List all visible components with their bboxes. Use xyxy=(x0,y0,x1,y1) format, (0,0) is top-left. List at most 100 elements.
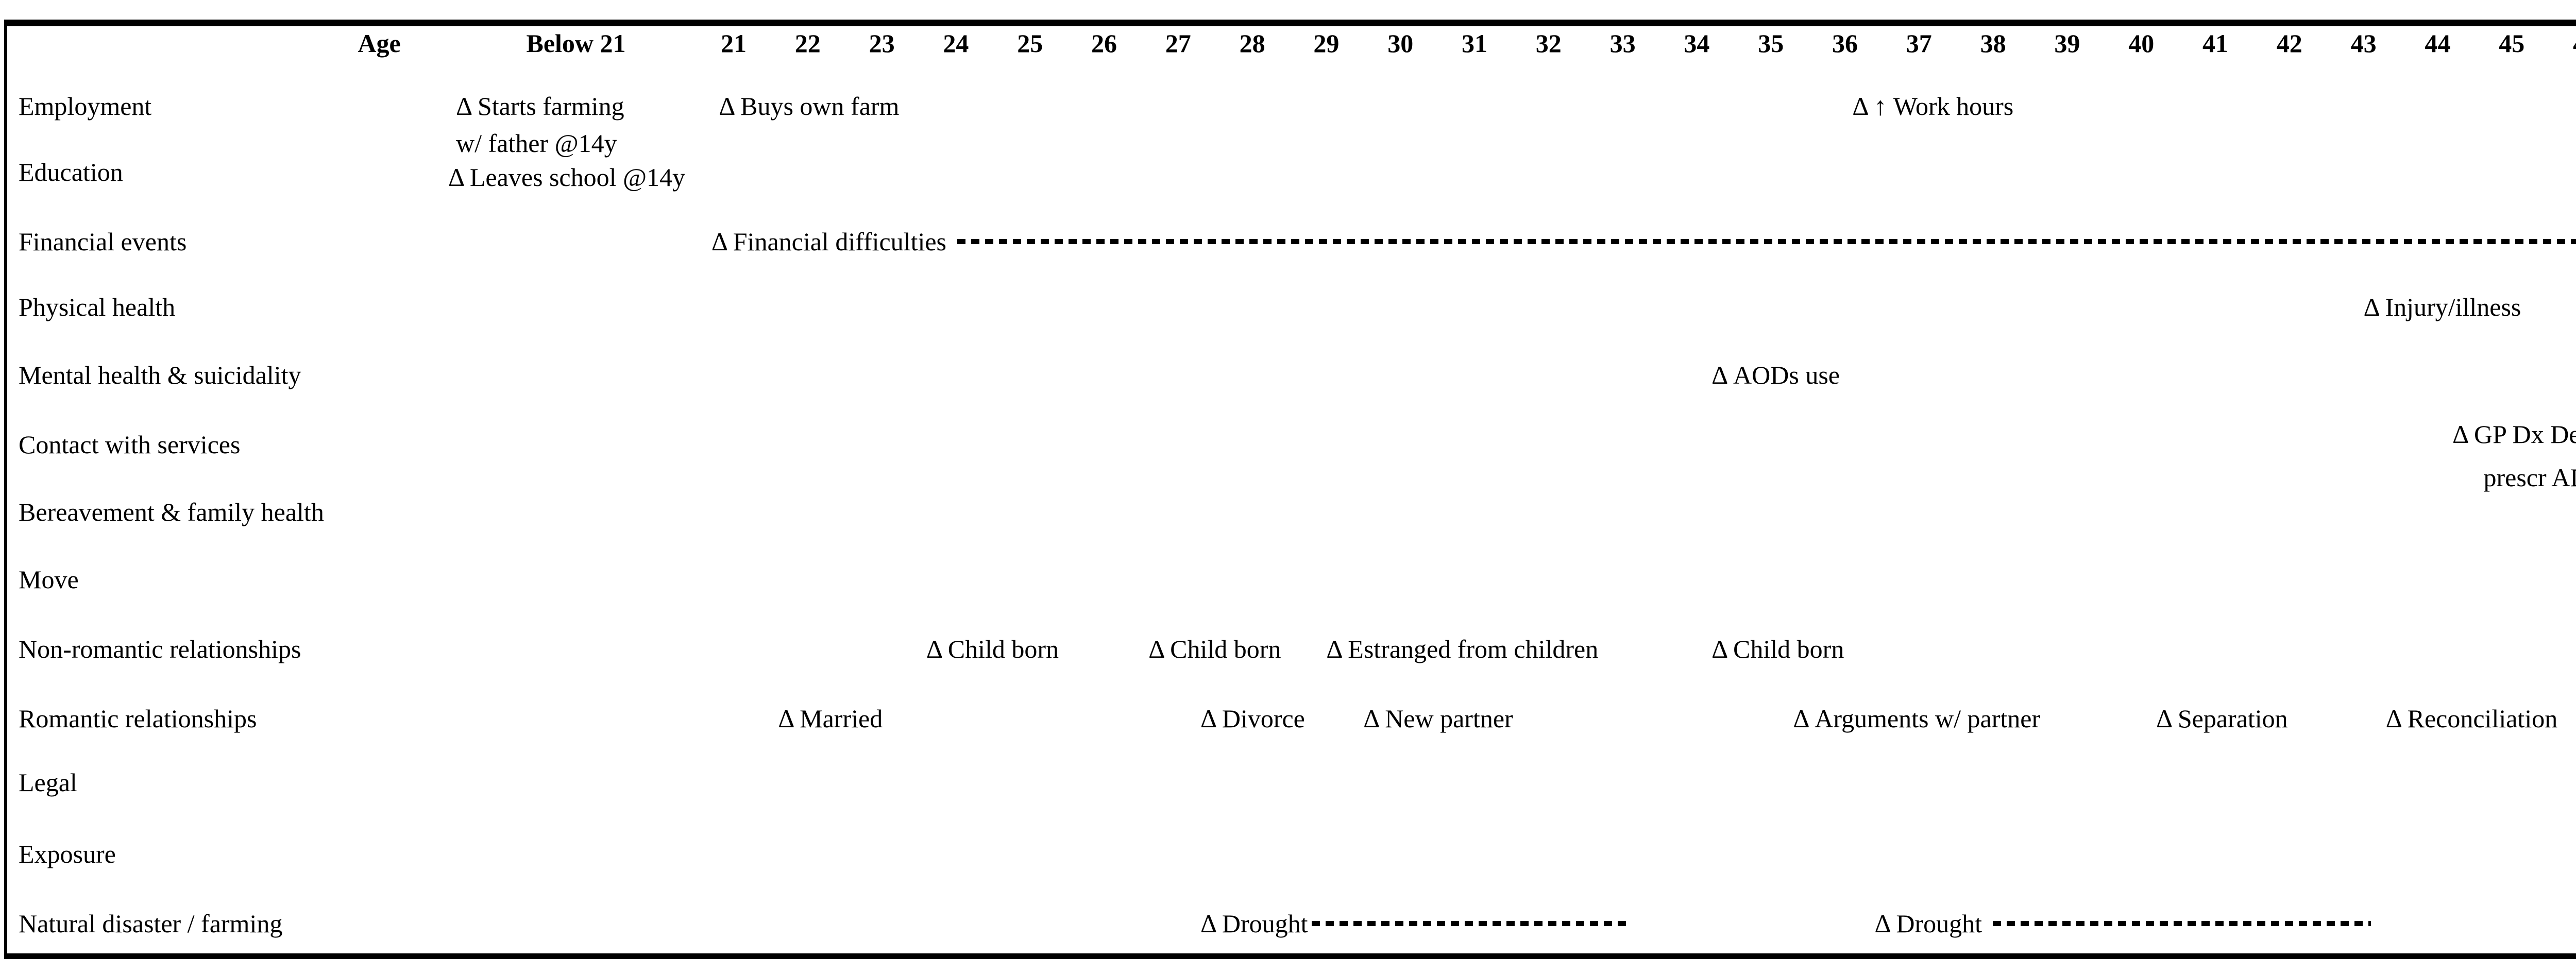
event-line: Δ Arguments w/ partner xyxy=(1793,705,2040,732)
age-tick: 39 xyxy=(2054,29,2080,58)
age-tick: 46 xyxy=(2573,30,2576,57)
age-tick: 28 xyxy=(1239,29,1265,58)
event-annotation: Δ Child born xyxy=(1148,636,1281,662)
below-21-column-header: Below 21 xyxy=(526,29,626,58)
event-text: Δ Child born xyxy=(1711,635,1844,663)
row-label: Mental health & suicidality xyxy=(19,361,301,389)
event-annotation: Δ Child born xyxy=(1711,636,1844,662)
event-text: Δ AODs use xyxy=(1711,361,1840,389)
age-tick: 27 xyxy=(1165,29,1191,58)
age-tick: 41 xyxy=(2202,29,2228,58)
event-annotation: Δ Buys own farm xyxy=(719,93,899,119)
event-text: Δ Starts farming xyxy=(456,92,624,121)
event-text-line2: w/ father @14y xyxy=(456,129,617,158)
event-annotation: Δ New partner xyxy=(1363,705,1513,732)
row-label: Non-romantic relationships xyxy=(19,635,301,663)
age-tick: 42 xyxy=(2276,29,2302,58)
row-label: Contact with services xyxy=(19,430,241,459)
event-annotation: Δ Married xyxy=(778,705,883,732)
row-label: Employment xyxy=(19,92,152,121)
age-tick: 31 xyxy=(1462,29,1487,58)
event-text: Δ Child born xyxy=(926,635,1059,663)
event-text: Δ ↑ Work hours xyxy=(1852,92,2014,121)
age-tick: 24 xyxy=(943,29,969,58)
event-text: Δ Leaves school @14y xyxy=(448,163,686,192)
dashed-duration-line xyxy=(1312,921,1630,926)
event-annotation: Δ Drought xyxy=(1200,910,1630,937)
event-line: Δ Reconciliation xyxy=(2386,705,2557,732)
event-text: Δ Injury/illness xyxy=(2363,293,2521,321)
dashed-duration-line xyxy=(957,239,2576,244)
event-text: Δ Separation xyxy=(2156,704,2288,733)
row-label: Move xyxy=(19,565,79,594)
row-label: Education xyxy=(19,158,123,186)
event-annotation: Δ ↑ Work hours xyxy=(1852,93,2013,119)
event-annotation: Δ Financial difficulties xyxy=(711,228,2576,255)
event-line: Δ Divorce xyxy=(1200,705,1305,732)
row-label: Exposure xyxy=(19,840,116,868)
event-text: Δ Estranged from children xyxy=(1326,635,1599,663)
age-tick: 30 xyxy=(1387,29,1414,58)
age-tick: 35 xyxy=(1758,29,1784,58)
event-line: Δ Child born xyxy=(1148,636,1281,662)
event-line: Δ Child born xyxy=(1711,636,1844,662)
event-line: Δ Injury/illness xyxy=(2364,294,2521,320)
row-label: Physical health xyxy=(19,293,176,321)
event-line: Δ ↑ Work hours xyxy=(1852,93,2013,119)
event-line: Δ Drought xyxy=(1875,910,2371,937)
event-line: Δ Drought xyxy=(1200,910,1630,937)
age-tick: 36 xyxy=(1832,29,1858,58)
event-annotation: Δ GP Dx Dep & prescr AD xyxy=(2452,421,2576,491)
event-text: Δ Reconciliation xyxy=(2385,704,2558,733)
age-tick: 34 xyxy=(1684,29,1710,58)
event-annotation: Δ Divorce xyxy=(1200,705,1305,732)
event-text: Δ New partner xyxy=(1363,704,1513,733)
age-tick: 40 xyxy=(2128,29,2155,58)
event-annotation: Δ Starts farming w/ father @14y xyxy=(456,93,624,157)
event-line: Δ Financial difficulties xyxy=(711,228,2576,255)
event-text: Δ Buys own farm xyxy=(719,92,900,121)
event-text: Δ Divorce xyxy=(1200,704,1305,733)
event-text: Δ Financial difficulties xyxy=(711,227,953,256)
age-tick: 22 xyxy=(794,29,821,58)
dashed-duration-line xyxy=(1992,921,2371,926)
event-line: Δ Separation xyxy=(2156,705,2288,732)
age-tick: 44 xyxy=(2425,29,2451,58)
event-text: Δ Drought xyxy=(1874,909,1989,938)
age-tick: 32 xyxy=(1535,29,1562,58)
age-tick: 37 xyxy=(1906,29,1932,58)
event-line: Δ Buys own farm xyxy=(719,93,899,119)
age-tick: 45 xyxy=(2499,29,2525,58)
event-annotation: Δ Estranged from children xyxy=(1326,636,1598,662)
age-axis-title: Age xyxy=(358,29,401,58)
age-tick: 26 xyxy=(1091,29,1117,58)
table-border xyxy=(4,20,2576,959)
event-line: Δ GP Dx Dep & xyxy=(2452,421,2576,448)
event-line: Δ Estranged from children xyxy=(1326,636,1598,662)
event-text: Δ Arguments w/ partner xyxy=(1793,704,2041,733)
age-tick: 33 xyxy=(1609,29,1636,58)
event-annotation: Δ Child born xyxy=(926,636,1059,662)
event-annotation: Δ AODs use xyxy=(1711,362,1840,388)
event-annotation: Δ Arguments w/ partner xyxy=(1793,705,2040,732)
row-label: Legal xyxy=(19,768,77,797)
event-annotation: Δ Leaves school @14y xyxy=(448,164,685,191)
event-line: Δ New partner xyxy=(1363,705,1513,732)
event-annotation: Δ Drought xyxy=(1875,910,2371,937)
row-label: Financial events xyxy=(19,227,187,256)
event-annotation: Δ Reconciliation xyxy=(2386,705,2557,732)
event-line: Δ Starts farming xyxy=(456,93,624,119)
event-text: Δ Drought xyxy=(1200,909,1308,938)
event-annotation: Δ Injury/illness xyxy=(2364,294,2521,320)
event-text: Δ Married xyxy=(778,704,883,733)
age-tick: 29 xyxy=(1313,29,1340,58)
event-line: Δ Child born xyxy=(926,636,1059,662)
age-tick: 21 xyxy=(721,29,747,58)
row-label: Romantic relationships xyxy=(19,704,257,733)
event-line: Δ AODs use xyxy=(1711,362,1840,388)
event-line: Δ Leaves school @14y xyxy=(448,164,685,191)
event-text: Δ Child born xyxy=(1148,635,1281,663)
event-text-line2: prescr AD xyxy=(2483,463,2576,492)
age-tick: 38 xyxy=(1980,29,2006,58)
